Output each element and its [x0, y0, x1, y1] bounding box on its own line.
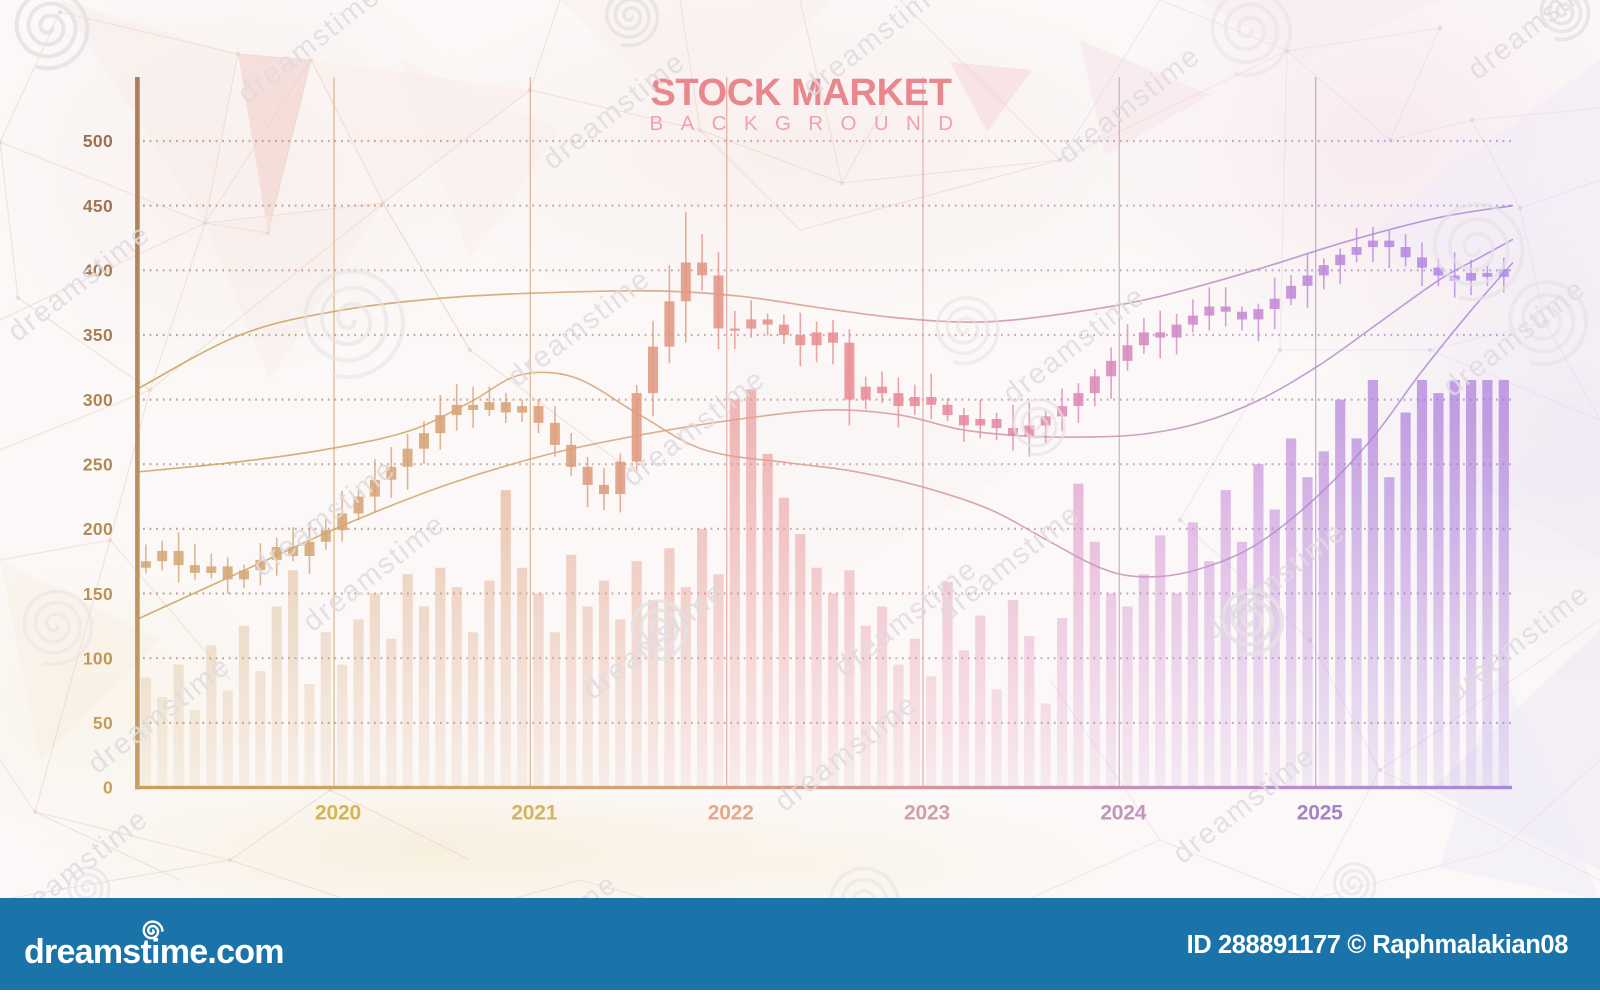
- svg-text:250: 250: [83, 454, 113, 474]
- svg-text:dreamstime.com: dreamstime.com: [24, 933, 284, 971]
- svg-text:2021: 2021: [511, 802, 557, 825]
- svg-text:2022: 2022: [708, 802, 754, 825]
- svg-text:BACKGROUND: BACKGROUND: [650, 112, 971, 135]
- svg-text:400: 400: [83, 261, 113, 281]
- svg-text:200: 200: [83, 519, 113, 539]
- svg-text:350: 350: [83, 325, 113, 345]
- svg-text:100: 100: [83, 648, 113, 668]
- svg-text:2023: 2023: [904, 802, 950, 825]
- svg-text:50: 50: [93, 713, 113, 733]
- svg-text:0: 0: [103, 778, 113, 798]
- svg-text:2020: 2020: [315, 802, 361, 825]
- svg-text:150: 150: [83, 584, 113, 604]
- svg-text:ID 288891177 © Raphmalakian08: ID 288891177 © Raphmalakian08: [1187, 931, 1569, 959]
- svg-text:2025: 2025: [1297, 802, 1343, 825]
- svg-text:500: 500: [83, 131, 113, 151]
- svg-text:450: 450: [83, 196, 113, 216]
- svg-text:STOCK MARKET: STOCK MARKET: [650, 72, 951, 114]
- svg-text:300: 300: [83, 390, 113, 410]
- svg-text:2024: 2024: [1100, 802, 1146, 825]
